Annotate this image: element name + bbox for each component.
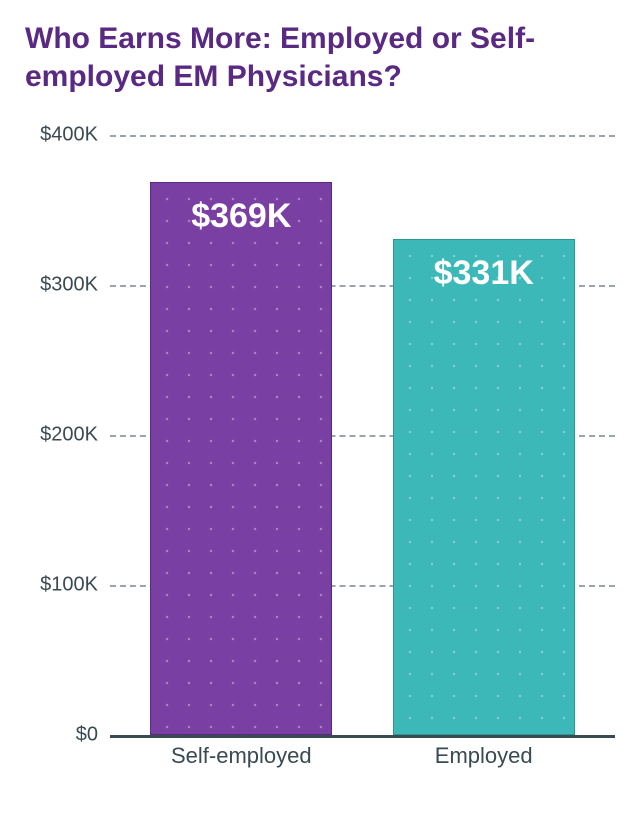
bar-value-label: $331K: [394, 254, 574, 293]
chart-title: Who Earns More: Employed or Self-employe…: [25, 20, 615, 95]
y-tick-label: $400K: [25, 124, 98, 147]
x-tick-label: Employed: [393, 743, 575, 769]
bar-pattern: [394, 240, 574, 735]
x-tick-label: Self-employed: [150, 743, 332, 769]
bar: $369K: [150, 182, 332, 736]
plot-area: $369K $331K: [110, 135, 615, 735]
chart-area: $0$100K$200K$300K$400K $369K$331K Self-e…: [25, 135, 615, 785]
x-axis-line: [110, 735, 615, 738]
bar-value-label: $369K: [151, 197, 331, 236]
y-tick-label: $0: [25, 724, 98, 747]
y-tick-label: $300K: [25, 274, 98, 297]
y-tick-label: $100K: [25, 574, 98, 597]
bar: $331K: [393, 239, 575, 736]
y-tick-label: $200K: [25, 424, 98, 447]
bar-pattern: [151, 183, 331, 735]
